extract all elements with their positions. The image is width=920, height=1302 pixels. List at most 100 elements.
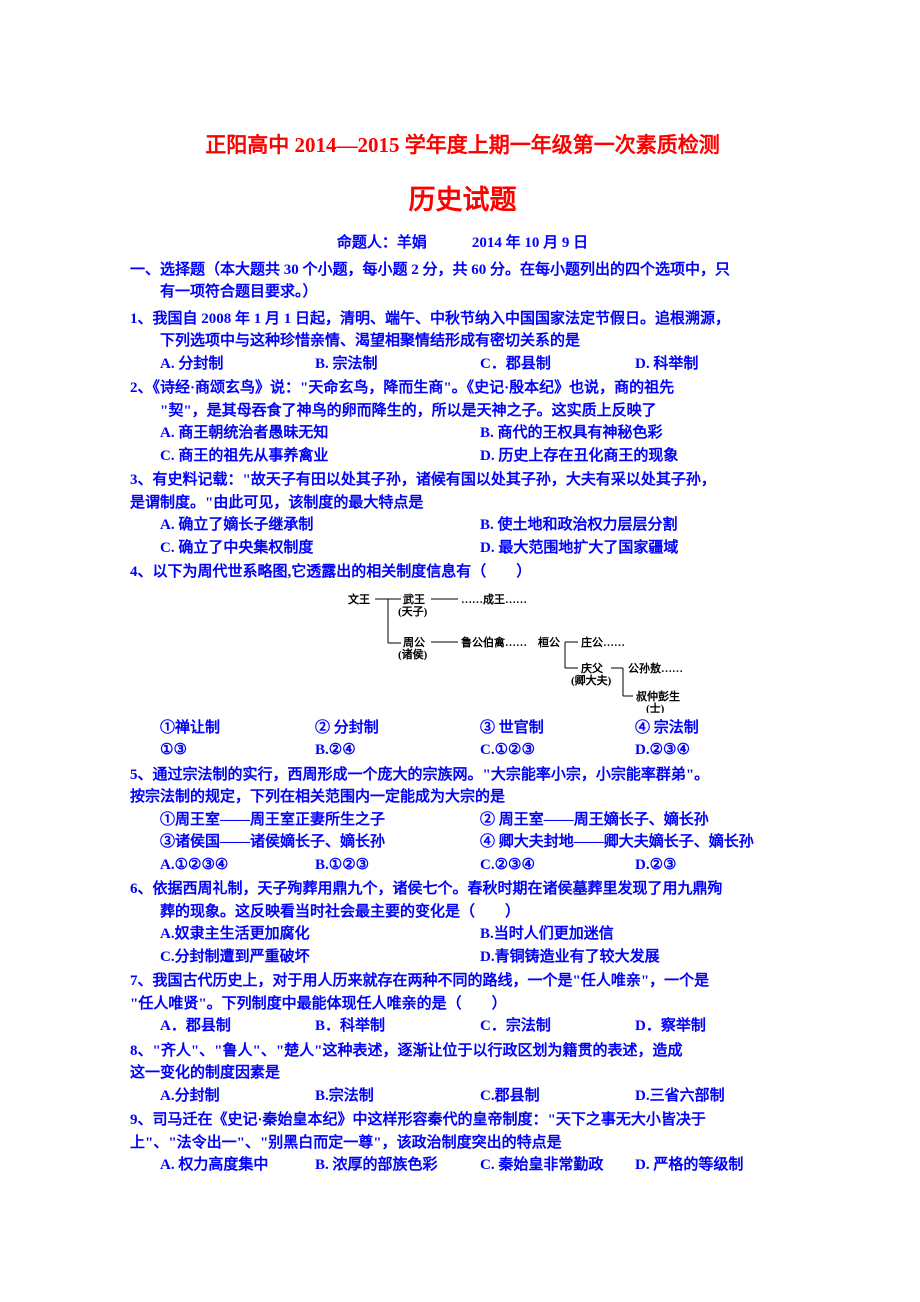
q1-opt-c: C．郡县制 (480, 353, 635, 376)
q9-opt-b: B. 浓厚的部族色彩 (315, 1154, 480, 1177)
q4-opt-a: ①③ (160, 739, 315, 762)
q2-opt-c: C. 商王的祖先从事养禽业 (160, 445, 480, 468)
q1-t1: 我国自 2008 年 1 月 1 日起，清明、端午、中秋节纳入中国国家法定节假日… (153, 311, 731, 327)
sub-title: 历史试题 (130, 180, 795, 221)
svg-text:……成王……: ……成王…… (461, 592, 527, 606)
q7-t1: 我国古代历史上，对于用人历来就存在两种不同的路线，一个是"任人唯亲"，一个是 (153, 973, 710, 989)
q9-opt-a: A. 权力高度集中 (160, 1154, 315, 1177)
lineage-diagram: 文王 武王 (天子) ……成王…… 周公 (诸侯) 鲁公伯禽…… 桓公 庄公……… (130, 588, 795, 713)
q5-item-1: ①周王室——周王室正妻所生之子 (160, 809, 480, 832)
q6-opt-c: C.分封制遭到严重破坏 (160, 946, 480, 969)
meta-line: 命题人：羊娟 2014 年 10 月 9 日 (130, 232, 795, 255)
q6-t2: 葬的现象。这反映看当时社会最主要的变化是（ ） (130, 901, 795, 924)
q5-opt-c: C.②③④ (480, 854, 635, 877)
q7-opt-d: D．察举制 (635, 1015, 706, 1038)
q5-item-4: ④ 卿大夫封地——卿大夫嫡长子、嫡长孙 (480, 831, 754, 854)
q8-opt-d: D.三省六部制 (635, 1085, 725, 1108)
svg-text:(诸侯): (诸侯) (398, 647, 428, 661)
question-7: 7、我国古代历史上，对于用人历来就存在两种不同的路线，一个是"任人唯亲"，一个是… (130, 970, 795, 1038)
question-6: 6、依据西周礼制，天子殉葬用鼎九个，诸侯七个。春秋时期在诸侯墓葬里发现了用九鼎殉… (130, 878, 795, 968)
q2-t1: 《诗经·商颂玄鸟》说："天命玄鸟，降而生商"。《史记·殷本纪》也说，商的祖先 (153, 380, 675, 396)
q3-opt-a: A. 确立了嫡长子继承制 (160, 514, 480, 537)
svg-text:庆父: 庆父 (580, 661, 604, 675)
svg-text:文王: 文王 (348, 592, 370, 606)
svg-text:(天子): (天子) (398, 605, 428, 618)
q4-num: 4、 (130, 564, 153, 580)
svg-text:公孙敖……: 公孙敖…… (628, 661, 683, 675)
question-1: 1、我国自 2008 年 1 月 1 日起，清明、端午、中秋节纳入中国国家法定节… (130, 308, 795, 376)
q1-opt-a: A. 分封制 (160, 353, 315, 376)
q4-opt-d: D.②③④ (635, 739, 690, 762)
q2-opt-a: A. 商王朝统治者愚昧无知 (160, 422, 480, 445)
question-3: 3、有史料记载："故天子有田以处其子孙，诸候有国以处其子孙，大夫有采以处其子孙，… (130, 469, 795, 559)
question-8: 8、"齐人"、"鲁人"、"楚人"这种表述，逐渐让位于以行政区划为籍贯的表述，造成… (130, 1040, 795, 1108)
q6-opt-d: D.青铜铸造业有了较大发展 (480, 946, 660, 969)
question-5: 5、通过宗法制的实行，西周形成一个庞大的宗族网。"大宗能率小宗，小宗能率群弟"。… (130, 764, 795, 877)
svg-text:周公: 周公 (403, 636, 425, 649)
q1-opt-d: D. 科举制 (635, 353, 698, 376)
svg-text:桓公: 桓公 (538, 635, 560, 649)
q6-opt-a: A.奴隶主生活更加腐化 (160, 923, 480, 946)
q7-opt-a: A．郡县制 (160, 1015, 315, 1038)
diagram-svg: 文王 武王 (天子) ……成王…… 周公 (诸侯) 鲁公伯禽…… 桓公 庄公……… (333, 588, 693, 713)
q3-t1: 有史料记载："故天子有田以处其子孙，诸候有国以处其子孙，大夫有采以处其子孙， (153, 472, 716, 488)
q4-opt-c: C.①②③ (480, 739, 635, 762)
q2-num: 2、 (130, 380, 153, 396)
section-header-l1: 一、选择题（本大题共 30 个小题，每小题 2 分，共 60 分。在每小题列出的… (130, 259, 795, 282)
q3-opt-b: B. 使土地和政治权力层层分割 (480, 514, 678, 537)
q4-t1: 以下为周代世系略图,它透露出的相关制度信息有（ ） (153, 564, 532, 580)
q5-opt-d: D.②③ (635, 854, 676, 877)
q5-item-2: ② 周王室——周王嫡长子、嫡长孙 (480, 809, 709, 832)
svg-text:叔仲彭生: 叔仲彭生 (636, 689, 680, 703)
q1-opt-b: B. 宗法制 (315, 353, 480, 376)
q6-opt-b: B.当时人们更加迷信 (480, 923, 614, 946)
q9-opt-d: D. 严格的等级制 (635, 1154, 743, 1177)
q4-opt-b: B.②④ (315, 739, 480, 762)
q7-opt-b: B．科举制 (315, 1015, 480, 1038)
svg-text:(士): (士) (646, 701, 665, 713)
q8-num: 8、 (130, 1043, 153, 1059)
q3-opt-c: C. 确立了中央集权制度 (160, 537, 480, 560)
q3-t2: 是谓制度。"由此可见，该制度的最大特点是 (130, 495, 423, 511)
section-header-l2: 有一项符合题目要求。） (130, 281, 795, 304)
q3-opt-d: D. 最大范围地扩大了国家疆域 (480, 537, 678, 560)
main-title: 正阳高中 2014—2015 学年度上期一年级第一次素质检测 (130, 130, 795, 162)
q9-t1: 司马迁在《史记·秦始皇本纪》中这样形容秦代的皇帝制度："天下之事无大小皆决于 (153, 1112, 706, 1128)
q5-item-3: ③诸侯国——诸侯嫡长子、嫡长孙 (160, 831, 480, 854)
q5-opt-a: A.①②③④ (160, 854, 315, 877)
q6-t1: 依据西周礼制，天子殉葬用鼎九个，诸侯七个。春秋时期在诸侯墓葬里发现了用九鼎殉 (153, 881, 723, 897)
q9-t2: 上"、"法令出一"、"别黑白而定一尊"，该政治制度突出的特点是 (130, 1135, 562, 1151)
q8-opt-a: A.分封制 (160, 1085, 315, 1108)
q4-item-1: ①禅让制 (160, 717, 315, 740)
q5-opt-b: B.①②③ (315, 854, 480, 877)
q7-opt-c: C．宗法制 (480, 1015, 635, 1038)
q5-t2: 按宗法制的规定，下列在相关范围内一定能成为大宗的是 (130, 789, 505, 805)
svg-text:鲁公伯禽……: 鲁公伯禽…… (461, 635, 527, 649)
q5-t1: 通过宗法制的实行，西周形成一个庞大的宗族网。"大宗能率小宗，小宗能率群弟"。 (153, 767, 710, 783)
q1-t2: 下列选项中与这种珍惜亲情、渴望相聚情结形成有密切关系的是 (130, 330, 795, 353)
q8-t1: "齐人"、"鲁人"、"楚人"这种表述，逐渐让位于以行政区划为籍贯的表述，造成 (153, 1043, 683, 1059)
q8-t2: 这一变化的制度因素是 (130, 1065, 280, 1081)
q2-t2: "契"，是其母吞食了神鸟的卵而降生的，所以是天神之子。这实质上反映了 (130, 400, 795, 423)
section-header: 一、选择题（本大题共 30 个小题，每小题 2 分，共 60 分。在每小题列出的… (130, 259, 795, 304)
q1-num: 1、 (130, 311, 153, 327)
q4-item-2: ② 分封制 (315, 717, 480, 740)
q4-item-4: ④ 宗法制 (635, 717, 699, 740)
q7-t2: "任人唯贤"。下列制度中最能体现任人唯亲的是（ ） (130, 996, 507, 1012)
q9-opt-c: C. 秦始皇非常勤政 (480, 1154, 635, 1177)
q2-opt-d: D. 历史上存在丑化商王的现象 (480, 445, 678, 468)
q2-opt-b: B. 商代的王权具有神秘色彩 (480, 422, 663, 445)
q8-opt-b: B.宗法制 (315, 1085, 480, 1108)
question-4: 4、以下为周代世系略图,它透露出的相关制度信息有（ ） 文王 武王 (天子) …… (130, 561, 795, 762)
q9-num: 9、 (130, 1112, 153, 1128)
q7-num: 7、 (130, 973, 153, 989)
q8-opt-c: C.郡县制 (480, 1085, 635, 1108)
question-9: 9、司马迁在《史记·秦始皇本纪》中这样形容秦代的皇帝制度："天下之事无大小皆决于… (130, 1109, 795, 1177)
q4-item-3: ③ 世官制 (480, 717, 635, 740)
svg-text:武王: 武王 (403, 592, 425, 606)
svg-text:庄公……: 庄公…… (581, 635, 625, 649)
svg-text:(卿大夫): (卿大夫) (571, 673, 612, 687)
q3-num: 3、 (130, 472, 153, 488)
question-2: 2、《诗经·商颂玄鸟》说："天命玄鸟，降而生商"。《史记·殷本纪》也说，商的祖先… (130, 377, 795, 467)
q5-num: 5、 (130, 767, 153, 783)
